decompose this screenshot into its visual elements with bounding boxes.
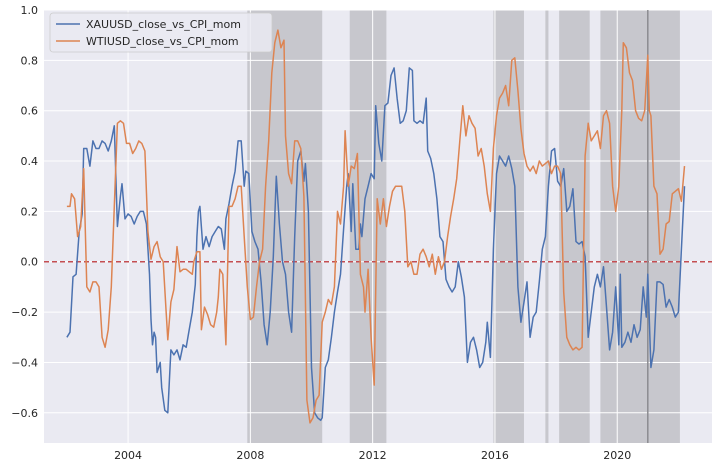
shaded-region [545, 10, 549, 443]
tick-labels: −0.6 −0.4 −0.2 0.0 0.2 0.4 0.6 0.8 1.0 2004 2008 20… [11, 4, 631, 462]
y-tick-label: −0.2 [11, 306, 38, 319]
y-tick-label: 0.2 [21, 205, 39, 218]
y-tick-label: 0.6 [21, 105, 39, 118]
y-tick-label: 0.4 [21, 155, 39, 168]
legend-box [49, 12, 273, 53]
series-line-xauusd [66, 67, 686, 422]
y-tick-label: −0.6 [11, 407, 38, 420]
legend: XAUUSD_close_vs_CPI_mom WTIUSD_close_vs_… [49, 12, 273, 53]
x-tick-label: 2020 [603, 449, 631, 462]
x-tick-label: 2016 [481, 449, 509, 462]
shaded-region [493, 10, 524, 443]
x-tick-label: 2012 [359, 449, 387, 462]
y-tick-label: 1.0 [21, 4, 39, 17]
x-tick-label: 2008 [236, 449, 264, 462]
legend-label-wtiusd: WTIUSD_close_vs_CPI_mom [86, 35, 239, 48]
legend-label-xauusd: XAUUSD_close_vs_CPI_mom [86, 18, 241, 31]
y-tick-label: 0.0 [21, 256, 39, 269]
series-line-wtiusd [66, 29, 686, 424]
y-tick-label: 0.8 [21, 54, 39, 67]
shaded-region [600, 10, 680, 443]
x-tick-label: 2004 [114, 449, 142, 462]
y-tick-label: −0.4 [11, 356, 38, 369]
shaded-region [349, 10, 387, 443]
series-lines [66, 29, 686, 424]
